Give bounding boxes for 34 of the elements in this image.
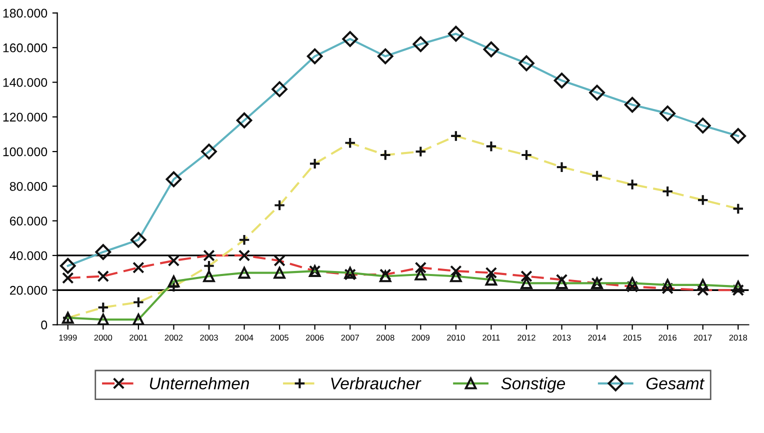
x-tick-label: 2011 (482, 334, 500, 341)
x-tick-label: 2012 (518, 334, 536, 341)
x-tick-label: 2014 (588, 334, 606, 341)
x-tick-label: 2005 (270, 334, 288, 341)
x-tick-label: 1999 (59, 334, 77, 341)
legend-label: Sonstige (501, 377, 566, 393)
y-tick-label: 60.000 (10, 216, 48, 226)
x-tick-label: 2000 (94, 334, 112, 341)
x-tick-label: 2017 (694, 334, 712, 341)
x-tick-label: 2009 (412, 334, 430, 341)
y-tick-label: 140.000 (3, 78, 48, 87)
x-tick-label: 2006 (306, 334, 324, 341)
legend-label: Unternehmen (150, 377, 249, 390)
x-tick-label: 2018 (729, 334, 748, 341)
x-tick-label: 2002 (164, 334, 183, 341)
legend-label: Verbraucher (331, 377, 422, 390)
x-tick-label: 2004 (235, 334, 254, 341)
x-tick-label: 2013 (552, 334, 571, 341)
y-tick-label: 180.000 (3, 8, 48, 18)
y-tick-label: 40.000 (10, 251, 48, 260)
y-tick-label: 160.000 (3, 43, 48, 52)
x-tick-label: 2003 (200, 334, 218, 341)
x-tick-label: 2016 (658, 334, 676, 341)
y-tick-label: 80.000 (10, 182, 48, 191)
x-tick-label: 2010 (447, 334, 465, 341)
x-tick-label: 2001 (130, 334, 148, 341)
y-tick-label: 120.000 (3, 112, 48, 122)
y-tick-label: 0 (41, 320, 48, 330)
x-tick-label: 2015 (623, 334, 642, 341)
x-tick-label: 2008 (376, 334, 394, 341)
legend-label: Gesamt (646, 378, 705, 390)
y-tick-label: 20.000 (10, 286, 48, 295)
y-tick-label: 100.000 (3, 147, 48, 156)
x-tick-label: 2007 (341, 334, 359, 341)
